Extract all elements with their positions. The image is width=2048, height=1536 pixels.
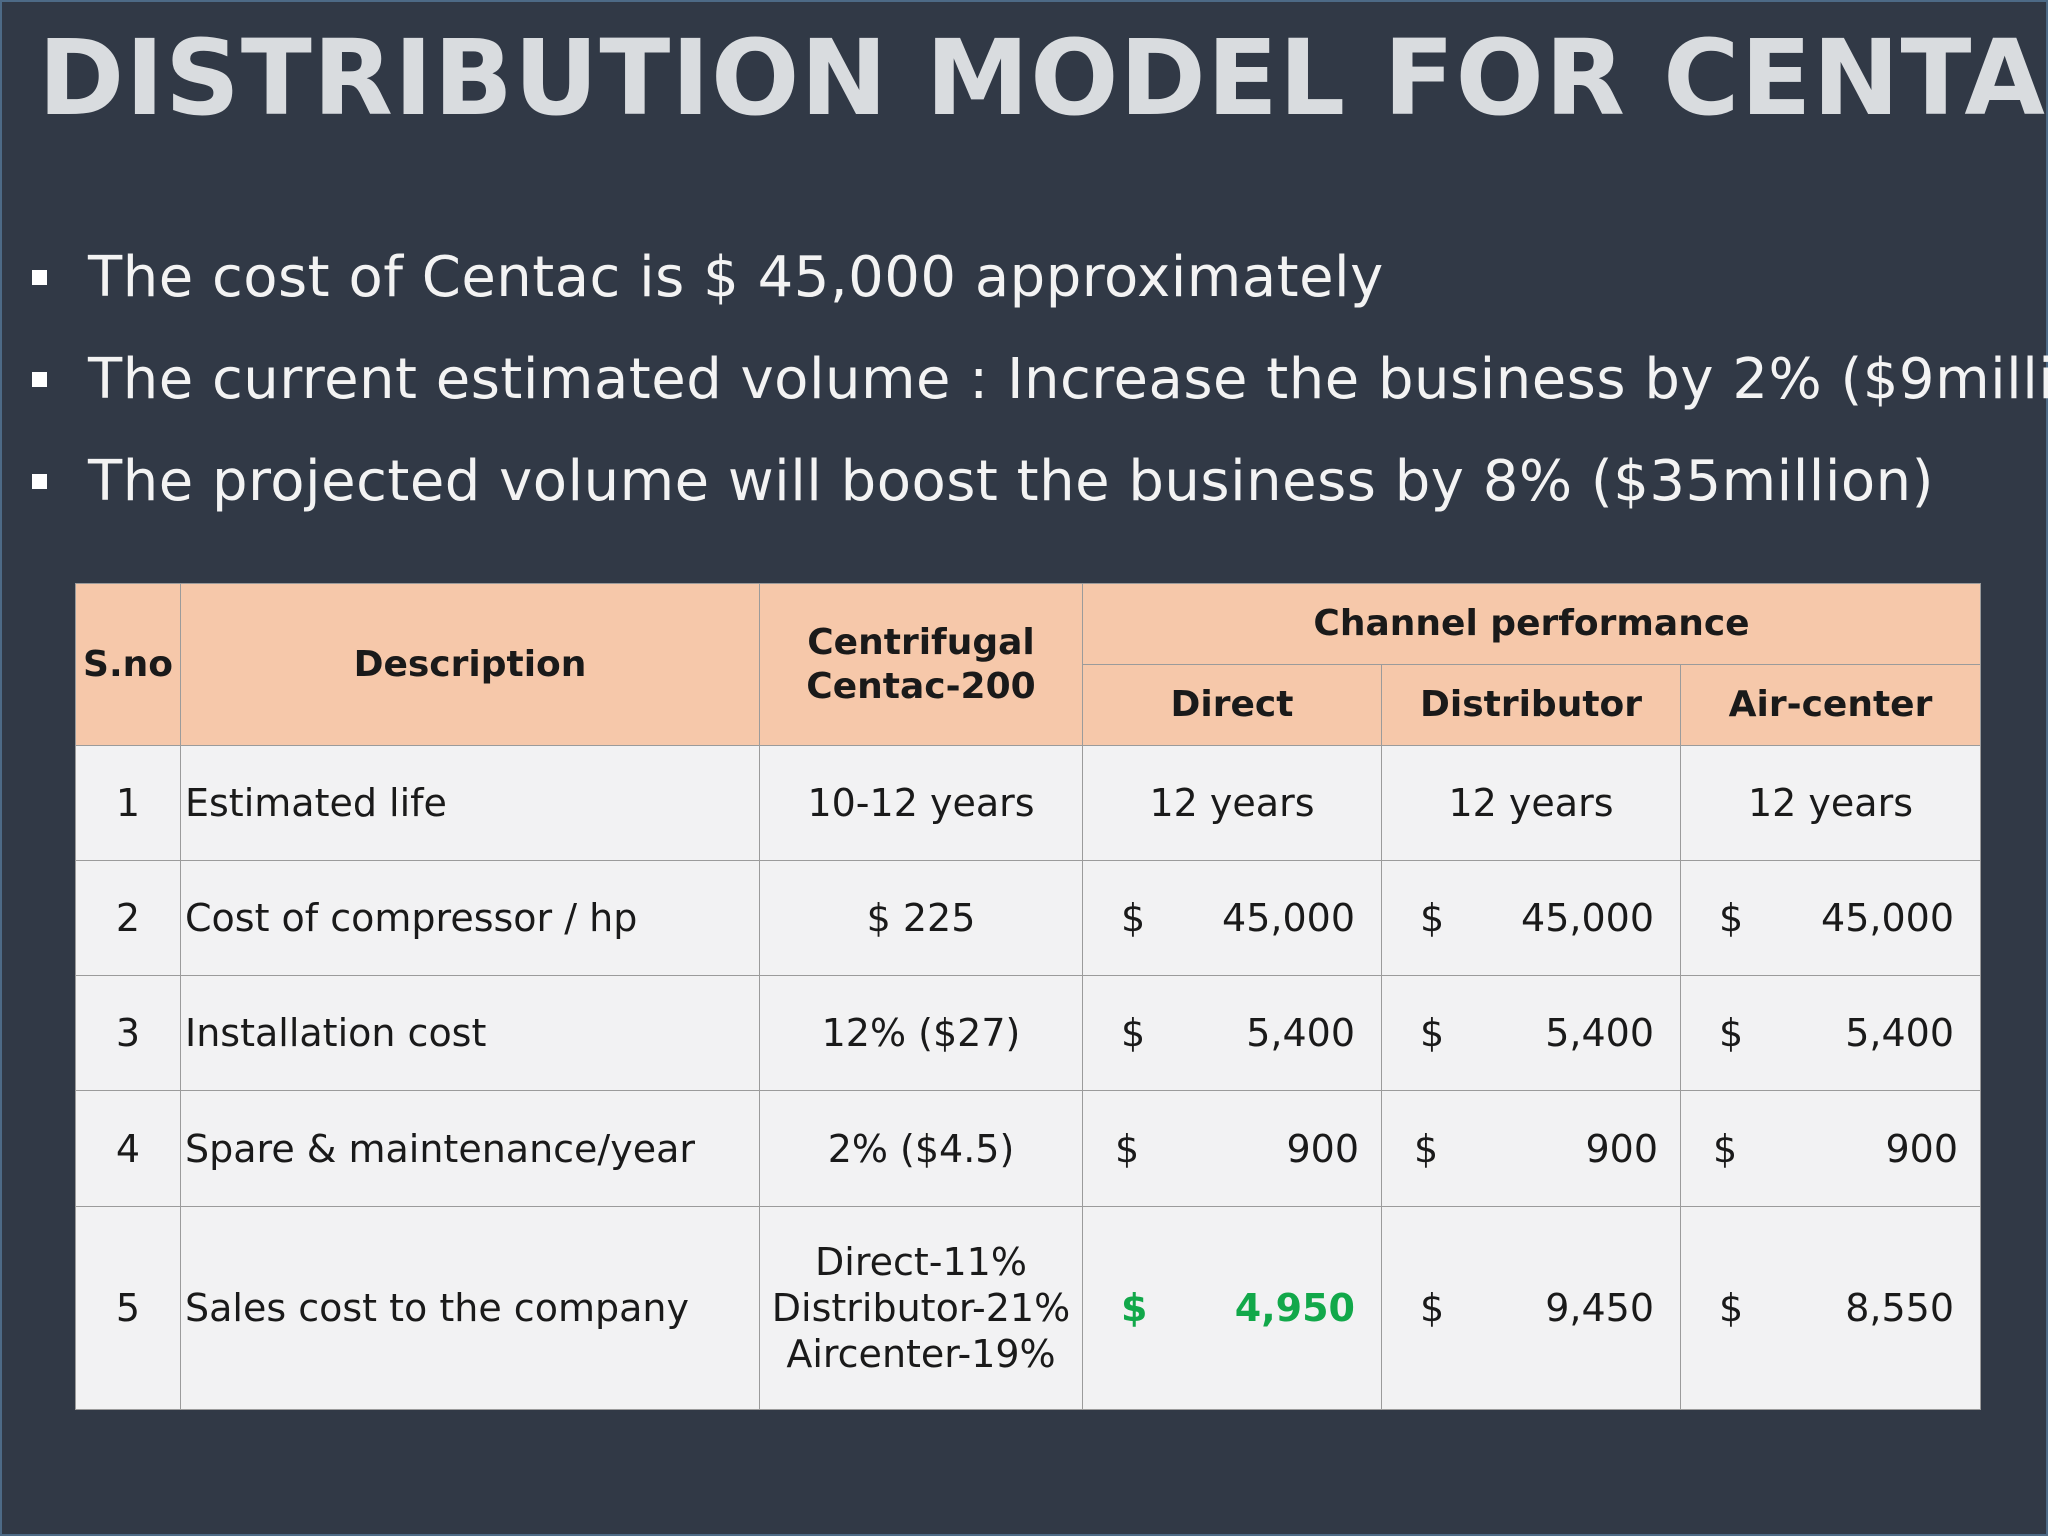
currency-symbol: $	[1121, 1011, 1146, 1055]
pricing-line: Aircenter-19%	[786, 1332, 1056, 1376]
header-description: Description	[180, 583, 760, 746]
cell-centac: $ 225	[759, 860, 1083, 976]
cell-aircenter: $45,000	[1679, 860, 1982, 976]
cell-description: Estimated life	[180, 745, 760, 861]
amount: 5,400	[1545, 1011, 1654, 1055]
header-direct: Direct	[1082, 664, 1382, 746]
cell-distributor: $9,450	[1381, 1206, 1681, 1410]
amount: 45,000	[1521, 896, 1654, 940]
cell-centac: 10-12 years	[759, 745, 1083, 861]
header-distributor: Distributor	[1381, 664, 1681, 746]
table-row: 1 Estimated life 10-12 years 12 years 12…	[75, 745, 1982, 861]
currency-symbol: $	[1121, 896, 1146, 940]
cell-aircenter: $900	[1679, 1090, 1982, 1207]
currency-symbol: $	[1115, 1126, 1140, 1171]
square-bullet-icon	[32, 474, 47, 489]
cell-sno: 1	[75, 745, 181, 861]
cell-aircenter: 12 years	[1679, 745, 1982, 861]
cell-description: Cost of compressor / hp	[180, 860, 760, 976]
cell-sno: 4	[75, 1090, 181, 1207]
currency-symbol: $	[1420, 1286, 1445, 1330]
header-centrifugal: Centrifugal Centac-200	[759, 583, 1083, 746]
cell-aircenter: $8,550	[1679, 1206, 1982, 1410]
pricing-line: Direct-11%	[815, 1240, 1027, 1284]
table-row: 2 Cost of compressor / hp $ 225 $45,000 …	[75, 860, 1982, 976]
square-bullet-icon	[32, 372, 47, 387]
cell-description: Sales cost to the company	[180, 1206, 760, 1410]
cell-sno: 5	[75, 1206, 181, 1410]
header-sno: S.no	[75, 583, 181, 746]
header-channel-performance: Channel performance	[1081, 583, 1982, 665]
currency-symbol: $	[1719, 1286, 1744, 1330]
bullet-text: The cost of Centac is $ 45,000 approxima…	[88, 245, 1384, 310]
amount: 9,450	[1545, 1286, 1654, 1330]
amount: 5,400	[1845, 1011, 1955, 1055]
cell-distributor: 12 years	[1381, 745, 1681, 861]
currency-symbol: $	[1121, 1286, 1148, 1330]
header-centrifugal-line1: Centrifugal	[807, 621, 1035, 663]
currency-symbol: $	[1713, 1126, 1738, 1171]
cell-description: Spare & maintenance/year	[180, 1090, 760, 1207]
amount: 900	[1286, 1126, 1359, 1171]
amount: 45,000	[1821, 896, 1955, 940]
cell-direct: $900	[1082, 1090, 1382, 1207]
table-row: 3 Installation cost 12% ($27) $5,400 $5,…	[75, 975, 1982, 1091]
bullet-text: The projected volume will boost the busi…	[88, 449, 1934, 514]
cell-direct: 12 years	[1082, 745, 1382, 861]
cell-distributor: $45,000	[1381, 860, 1681, 976]
cell-direct: $45,000	[1082, 860, 1382, 976]
square-bullet-icon	[32, 270, 47, 285]
currency-symbol: $	[1719, 896, 1744, 940]
header-aircenter: Air-center	[1679, 664, 1982, 746]
cell-direct: $5,400	[1082, 975, 1382, 1091]
cell-centac: 2% ($4.5)	[759, 1090, 1083, 1207]
pricing-line: Distributor-21%	[771, 1286, 1071, 1330]
amount: 900	[1585, 1126, 1658, 1171]
amount: 45,000	[1222, 896, 1355, 940]
amount: 900	[1885, 1126, 1959, 1171]
table-row: 4 Spare & maintenance/year 2% ($4.5) $90…	[75, 1090, 1982, 1207]
table-row: 5 Sales cost to the company Direct-11% D…	[75, 1206, 1982, 1410]
cell-centac: Direct-11% Distributor-21% Aircenter-19%	[759, 1206, 1083, 1410]
currency-symbol: $	[1420, 1011, 1445, 1055]
cell-distributor: $5,400	[1381, 975, 1681, 1091]
cell-sno: 2	[75, 860, 181, 976]
cell-distributor: $900	[1381, 1090, 1681, 1207]
header-centrifugal-line2: Centac-200	[806, 665, 1036, 707]
currency-symbol: $	[1420, 896, 1445, 940]
cell-direct-highlight: $4,950	[1082, 1206, 1382, 1410]
distribution-table: S.no Description Centrifugal Centac-200 …	[75, 583, 1982, 1410]
amount: 4,950	[1234, 1286, 1355, 1330]
cell-description: Installation cost	[180, 975, 760, 1091]
bullet-text: The current estimated volume : Increase …	[88, 347, 2048, 412]
cell-aircenter: $5,400	[1679, 975, 1982, 1091]
slide-title: DISTRIBUTION MODEL FOR CENTAC	[38, 17, 2048, 139]
amount: 5,400	[1246, 1011, 1355, 1055]
amount: 8,550	[1845, 1286, 1955, 1330]
cell-centac: 12% ($27)	[759, 975, 1083, 1091]
currency-symbol: $	[1414, 1126, 1439, 1171]
cell-sno: 3	[75, 975, 181, 1091]
currency-symbol: $	[1719, 1011, 1744, 1055]
